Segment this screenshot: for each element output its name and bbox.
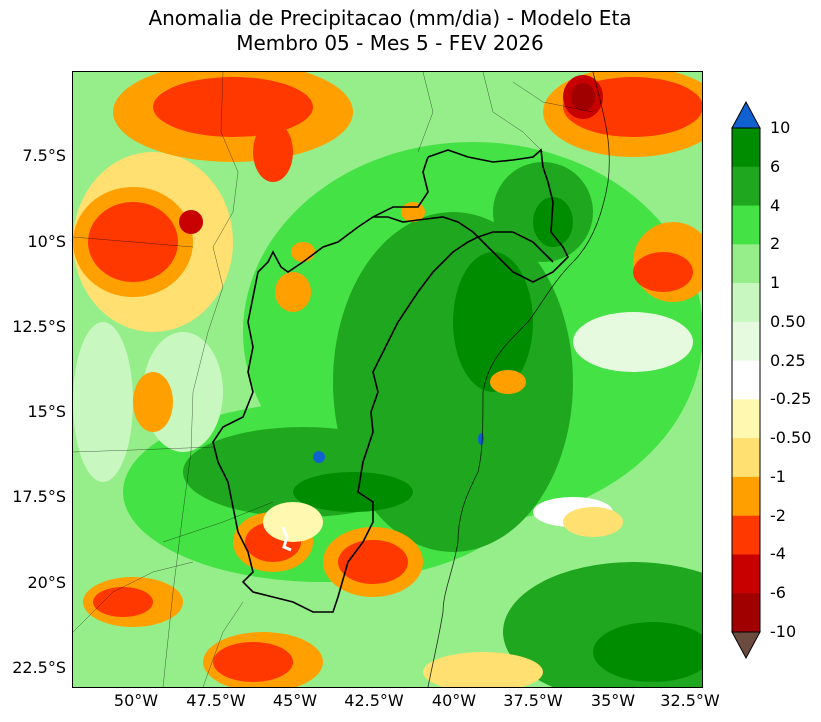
colorbar-max-arrow	[731, 100, 761, 129]
colorbar-bin	[732, 244, 760, 284]
lon-tick-label: 47.5°W	[186, 691, 246, 710]
colorbar-label: -0.50	[770, 428, 812, 447]
map-canvas	[73, 72, 702, 687]
lon-tick-label: 42.5°W	[344, 691, 404, 710]
colorbar-bin	[732, 515, 760, 555]
colorbar-bin	[732, 321, 760, 362]
lon-tick-label: 35°W	[590, 691, 636, 710]
lat-tick-label: 20°S	[27, 573, 66, 592]
colorbar-bin	[732, 438, 760, 478]
lon-tick-label: 45°W	[272, 691, 318, 710]
colorbar-label: -1	[770, 467, 786, 486]
coastline	[427, 72, 610, 687]
colorbar	[731, 100, 761, 660]
colorbar-bin	[732, 554, 760, 594]
colorbar-bin	[732, 205, 760, 245]
colorbar-bin	[732, 128, 760, 168]
lon-tick-label: 40°W	[431, 691, 477, 710]
colorbar-label: 2	[770, 234, 781, 253]
map-title: Anomalia de Precipitacao (mm/dia) - Mode…	[0, 6, 780, 56]
colorbar-label: 1	[770, 273, 781, 292]
lat-tick-label: 15°S	[27, 402, 66, 421]
lat-tick-label: 12.5°S	[12, 317, 66, 336]
colorbar-label: -4	[770, 544, 786, 563]
colorbar-label: -0.25	[770, 389, 812, 408]
lat-tick-label: 22.5°S	[12, 658, 66, 677]
colorbar-bin	[732, 593, 760, 633]
colorbar-label: 0.25	[770, 351, 806, 370]
colorbar-bin	[732, 476, 760, 517]
colorbar-label: -6	[770, 583, 786, 602]
colorbar-bin	[732, 166, 760, 207]
title-line-2: Membro 05 - Mes 5 - FEV 2026	[236, 31, 544, 55]
colorbar-label: 6	[770, 157, 781, 176]
lon-tick-label: 50°W	[113, 691, 159, 710]
colorbar-bins	[732, 128, 760, 633]
lat-tick-label: 17.5°S	[12, 487, 66, 506]
colorbar-label: 10	[770, 118, 791, 137]
colorbar-label: -2	[770, 506, 786, 525]
wet-anomaly-regions	[73, 142, 702, 687]
colorbar-label: 0.50	[770, 312, 806, 331]
dry-anomaly-regions	[73, 72, 702, 687]
colorbar-bin	[732, 399, 760, 439]
colorbar-min-arrow	[731, 631, 761, 660]
lat-tick-label: 10°S	[27, 232, 66, 251]
watershed-boundary-north	[372, 156, 429, 218]
precipitation-anomaly-map	[72, 71, 703, 688]
colorbar-bin	[732, 283, 760, 323]
lon-tick-label: 37.5°W	[503, 691, 563, 710]
colorbar-label: -10	[770, 622, 797, 641]
state-boundaries	[73, 72, 594, 687]
title-line-1: Anomalia de Precipitacao (mm/dia) - Mode…	[148, 6, 632, 30]
watershed-boundary	[212, 148, 569, 613]
lat-tick-label: 7.5°S	[22, 146, 66, 165]
lon-tick-label: 32.5°W	[660, 691, 720, 710]
colorbar-label: 4	[770, 196, 781, 215]
colorbar-bin	[732, 360, 760, 400]
colorbar-outline	[731, 127, 761, 633]
